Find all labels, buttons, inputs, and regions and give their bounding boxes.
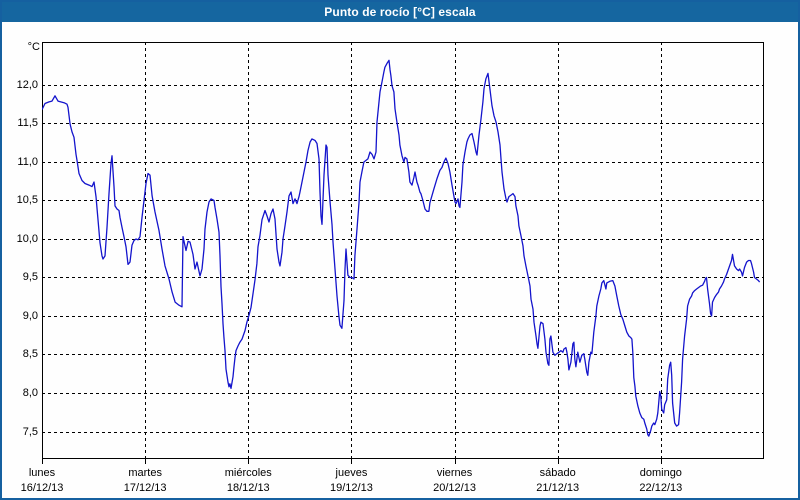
- x-day-label: martes 17/12/13: [100, 466, 190, 496]
- day-date: 16/12/13: [20, 482, 64, 494]
- y-tick-label: 7,5: [22, 425, 38, 438]
- day-name: lunes: [28, 467, 56, 479]
- dew-point-line: [42, 59, 761, 437]
- x-day-label: sábado 21/12/13: [513, 466, 603, 496]
- day-date: 19/12/13: [330, 482, 373, 494]
- y-tick-label: 9,5: [22, 271, 38, 284]
- x-day-label: jueves 19/12/13: [306, 466, 396, 496]
- x-axis-ticks: [42, 459, 662, 464]
- day-date: 20/12/13: [433, 482, 476, 494]
- chart-title: Punto de rocío [°C] escala: [324, 5, 476, 19]
- day-name: jueves: [335, 467, 368, 479]
- y-axis-labels: 12,0 11,5 11,0 10,5 10,0 9,5 9,0 8,5 8,0 7,5: [2, 2, 38, 498]
- y-axis-unit-label: °C: [27, 41, 40, 53]
- y-tick-label: 10,5: [16, 194, 38, 207]
- x-day-label: domingo 22/12/13: [616, 466, 706, 496]
- day-date: 18/12/13: [226, 482, 270, 494]
- plot-border: [42, 42, 764, 459]
- y-tick-label: 11,0: [17, 155, 38, 168]
- x-day-label: lunes 16/12/13: [2, 466, 87, 496]
- day-date: 17/12/13: [123, 482, 167, 494]
- day-name: viernes: [436, 467, 473, 479]
- x-day-label: miércoles 18/12/13: [203, 466, 293, 496]
- y-tick-label: 9,0: [22, 309, 38, 322]
- day-name: sábado: [539, 467, 576, 479]
- horizontal-gridlines: [42, 85, 764, 433]
- plot-area: [42, 42, 764, 464]
- day-date: 21/12/13: [536, 482, 580, 494]
- day-name: miércoles: [224, 467, 272, 479]
- y-tick-label: 8,5: [22, 348, 38, 361]
- y-tick-label: 11,5: [17, 117, 38, 130]
- day-date: 22/12/13: [639, 482, 683, 494]
- day-name: domingo: [639, 467, 682, 479]
- y-tick-label: 12,0: [16, 78, 38, 91]
- title-bar: Punto de rocío [°C] escala: [2, 2, 798, 22]
- y-tick-label: 10,0: [16, 232, 38, 245]
- day-name: martes: [128, 467, 162, 479]
- x-day-label: viernes 20/12/13: [410, 466, 500, 496]
- y-tick-label: 8,0: [22, 387, 38, 399]
- vertical-gridlines: [145, 42, 662, 459]
